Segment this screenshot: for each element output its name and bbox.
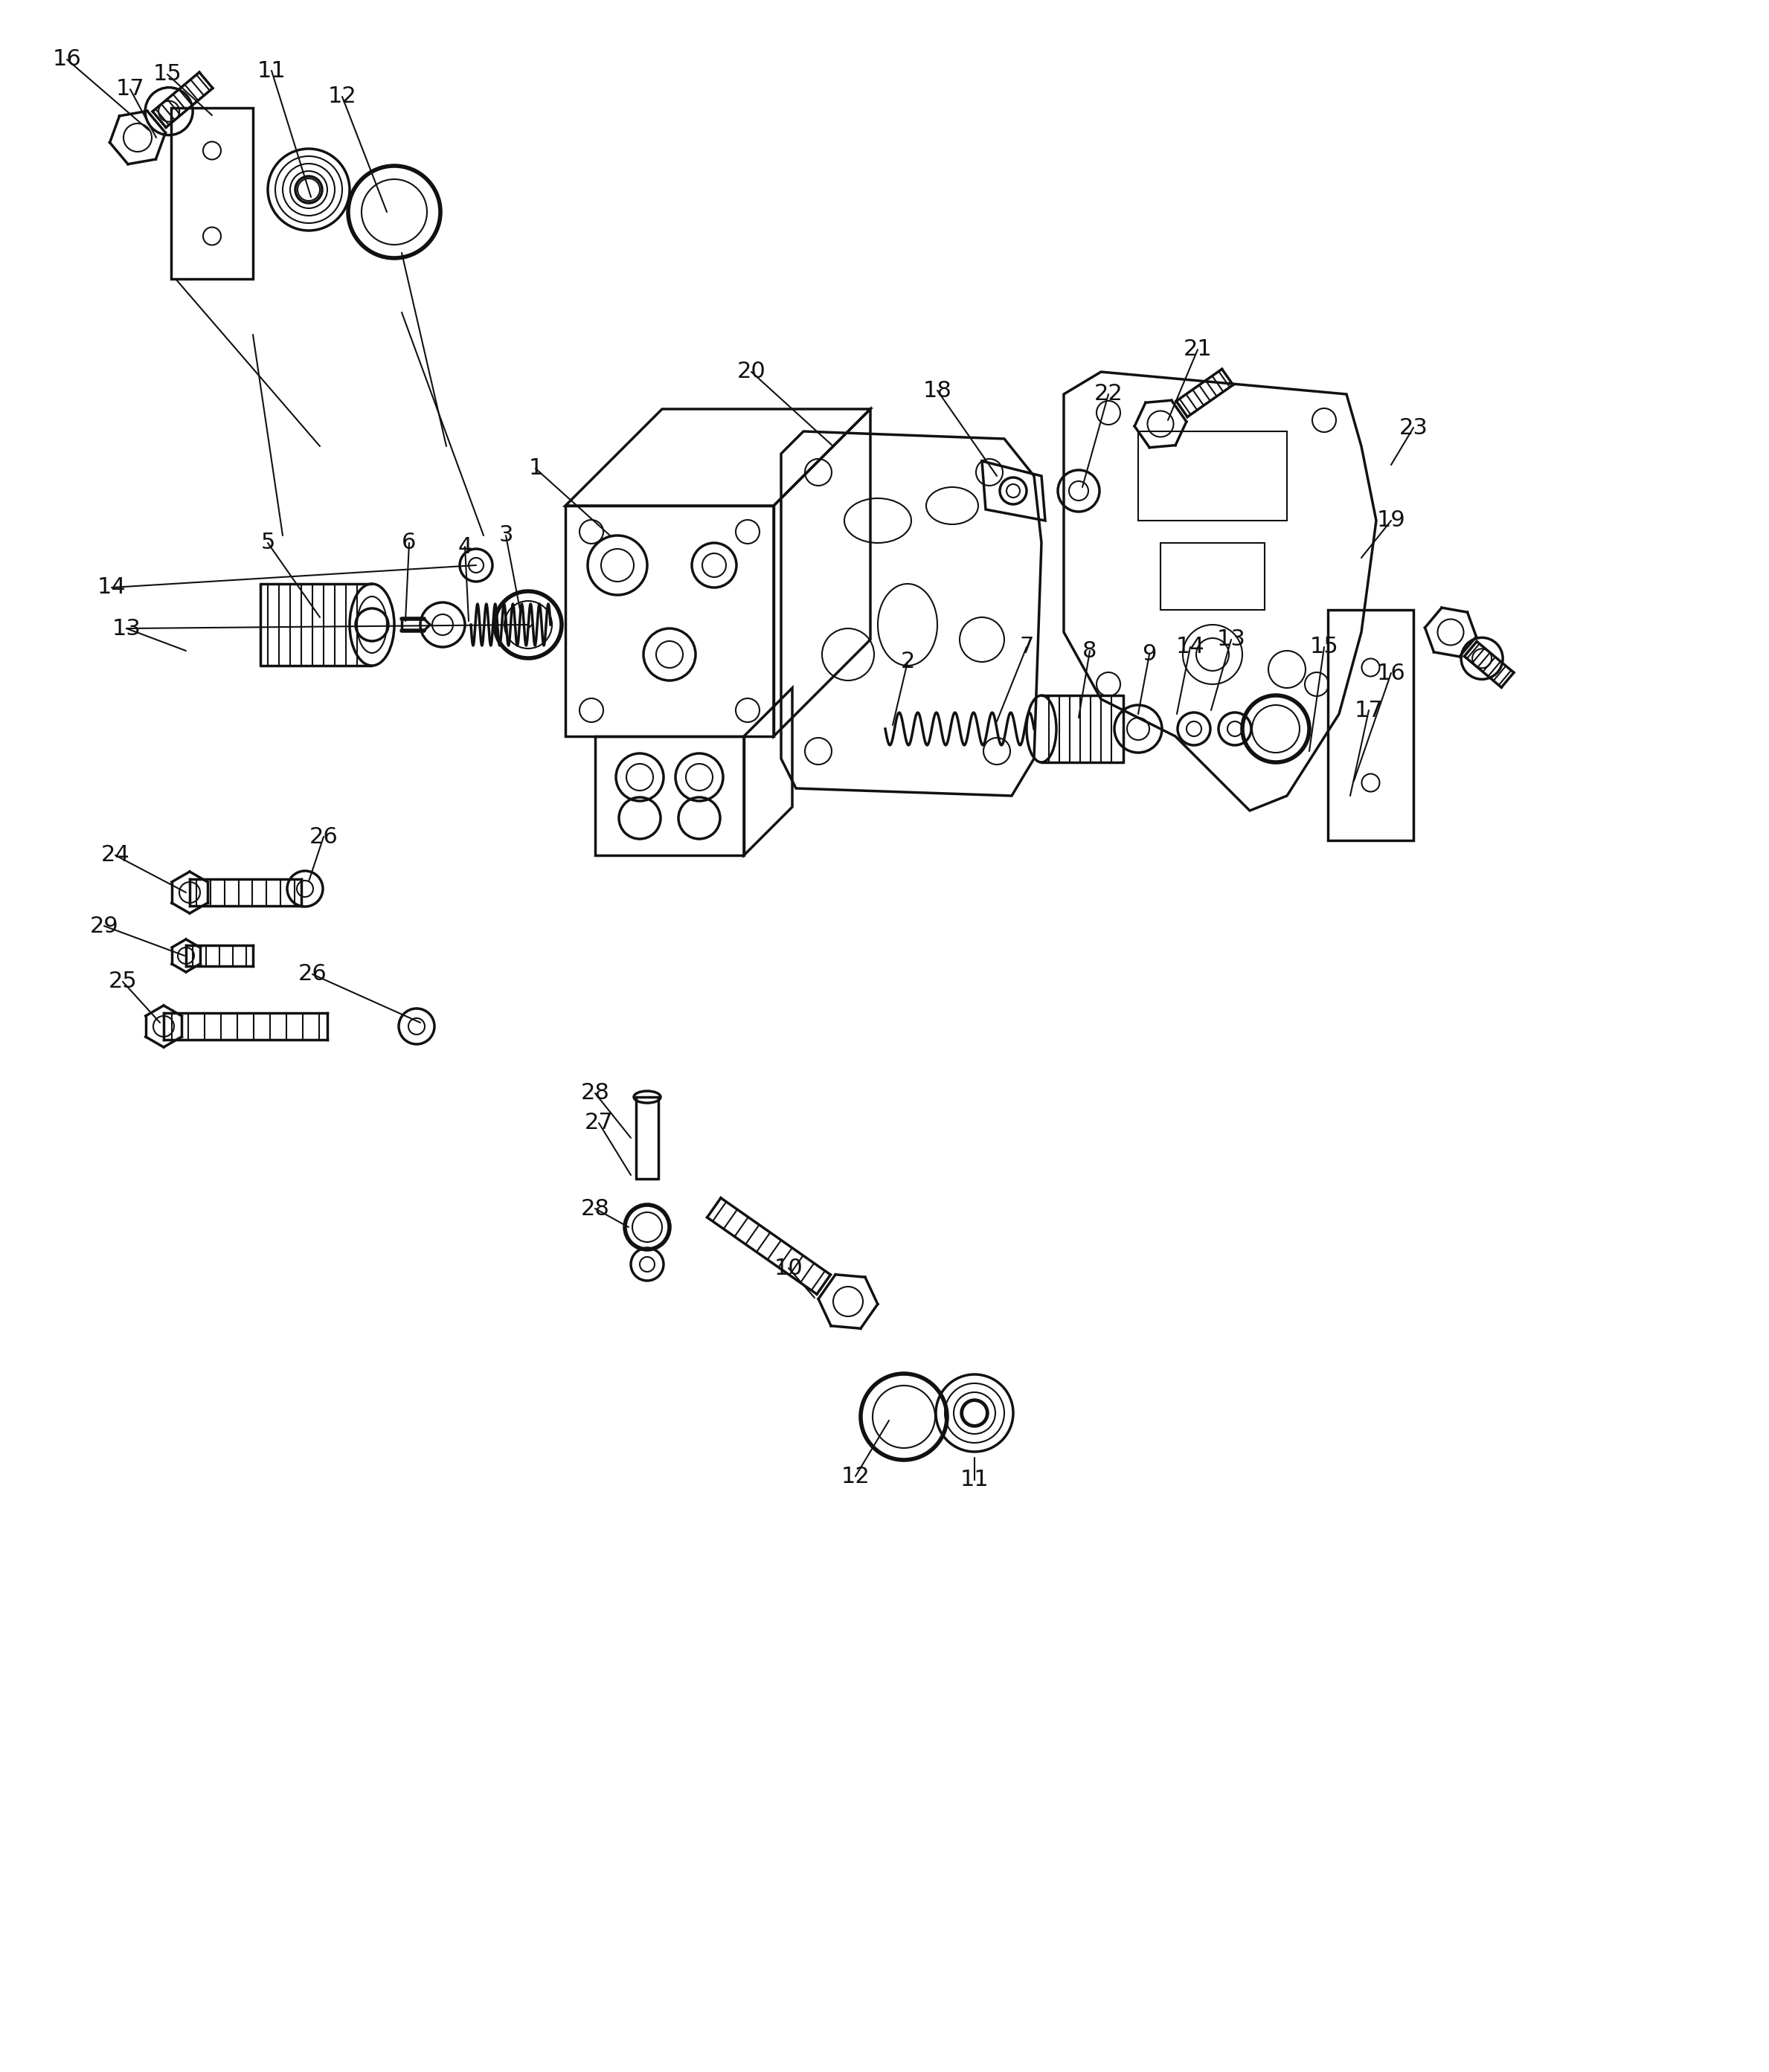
Text: 13: 13	[111, 617, 142, 640]
Text: 5: 5	[260, 533, 274, 553]
Text: 10: 10	[775, 1258, 803, 1278]
Text: 2: 2	[900, 651, 915, 673]
Text: 15: 15	[152, 64, 182, 85]
Text: 20: 20	[738, 361, 766, 383]
Text: 25: 25	[108, 972, 138, 992]
Text: 28: 28	[580, 1198, 610, 1218]
Text: 17: 17	[1355, 700, 1383, 721]
Text: 16: 16	[53, 50, 81, 70]
Text: 27: 27	[584, 1113, 614, 1133]
Text: 17: 17	[115, 79, 145, 99]
Text: 6: 6	[402, 533, 416, 553]
Text: 14: 14	[97, 576, 126, 599]
Text: 26: 26	[310, 827, 338, 847]
Text: 24: 24	[101, 845, 129, 866]
Text: 16: 16	[1376, 663, 1406, 684]
Text: 13: 13	[1217, 628, 1245, 651]
Text: 14: 14	[1176, 636, 1205, 657]
Text: 11: 11	[961, 1469, 989, 1490]
Text: 18: 18	[923, 379, 952, 402]
Text: 7: 7	[1019, 636, 1033, 657]
Text: 21: 21	[1183, 338, 1212, 361]
Text: 1: 1	[529, 458, 543, 479]
Text: 29: 29	[90, 916, 119, 937]
Text: 12: 12	[840, 1465, 870, 1488]
Text: 4: 4	[458, 537, 472, 557]
Text: 19: 19	[1376, 510, 1406, 530]
Text: 23: 23	[1399, 416, 1428, 439]
Text: 11: 11	[257, 60, 287, 81]
Text: 8: 8	[1083, 640, 1097, 661]
Text: 15: 15	[1309, 636, 1339, 657]
Text: 22: 22	[1093, 383, 1123, 404]
Text: 9: 9	[1143, 644, 1157, 665]
Text: 12: 12	[327, 85, 357, 108]
Text: 26: 26	[297, 963, 327, 984]
Text: 3: 3	[499, 524, 513, 547]
Text: 28: 28	[580, 1082, 610, 1104]
